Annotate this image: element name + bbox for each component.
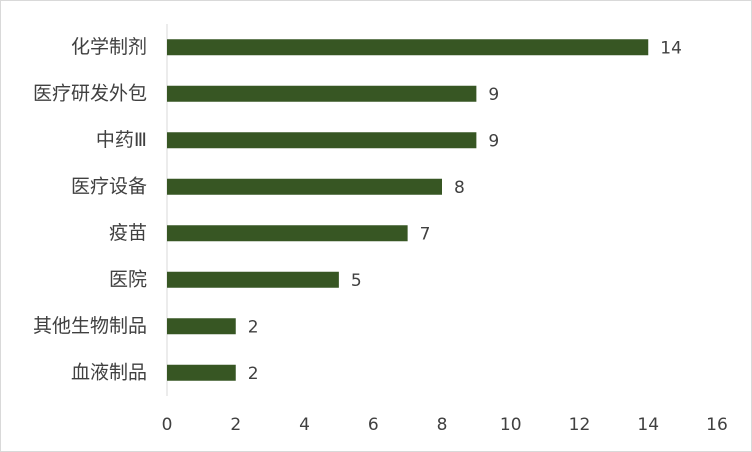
data-label: 2 — [248, 317, 259, 337]
y-tick-label: 中药Ⅲ — [96, 129, 147, 151]
bar — [167, 39, 649, 56]
data-label: 14 — [660, 38, 682, 58]
bar — [167, 225, 408, 242]
y-tick-label: 医院 — [109, 268, 147, 290]
data-label: 2 — [248, 364, 259, 384]
bar — [167, 132, 477, 149]
x-tick-label: 2 — [230, 415, 241, 435]
data-label: 8 — [454, 178, 465, 198]
bar — [167, 364, 236, 381]
x-tick-label: 16 — [706, 415, 728, 435]
y-tick-label: 医疗研发外包 — [33, 82, 147, 104]
data-label: 9 — [488, 85, 499, 105]
x-tick-label: 8 — [437, 415, 448, 435]
x-tick-label: 10 — [500, 415, 522, 435]
y-tick-label: 血液制品 — [71, 361, 147, 383]
bar — [167, 271, 339, 288]
x-tick-label: 6 — [368, 415, 379, 435]
x-tick-label: 0 — [162, 415, 173, 435]
x-tick-label: 14 — [637, 415, 659, 435]
y-tick-label: 其他生物制品 — [33, 315, 147, 337]
y-tick-label: 疫苗 — [109, 222, 147, 244]
bar — [167, 85, 477, 102]
data-label: 9 — [488, 131, 499, 151]
y-tick-label: 医疗设备 — [71, 175, 147, 197]
bar — [167, 178, 442, 195]
data-label: 7 — [420, 224, 431, 244]
x-tick-label: 4 — [299, 415, 310, 435]
y-tick-label: 化学制剂 — [71, 36, 147, 58]
x-tick-label: 12 — [569, 415, 591, 435]
data-label: 5 — [351, 271, 362, 291]
bar — [167, 318, 236, 335]
